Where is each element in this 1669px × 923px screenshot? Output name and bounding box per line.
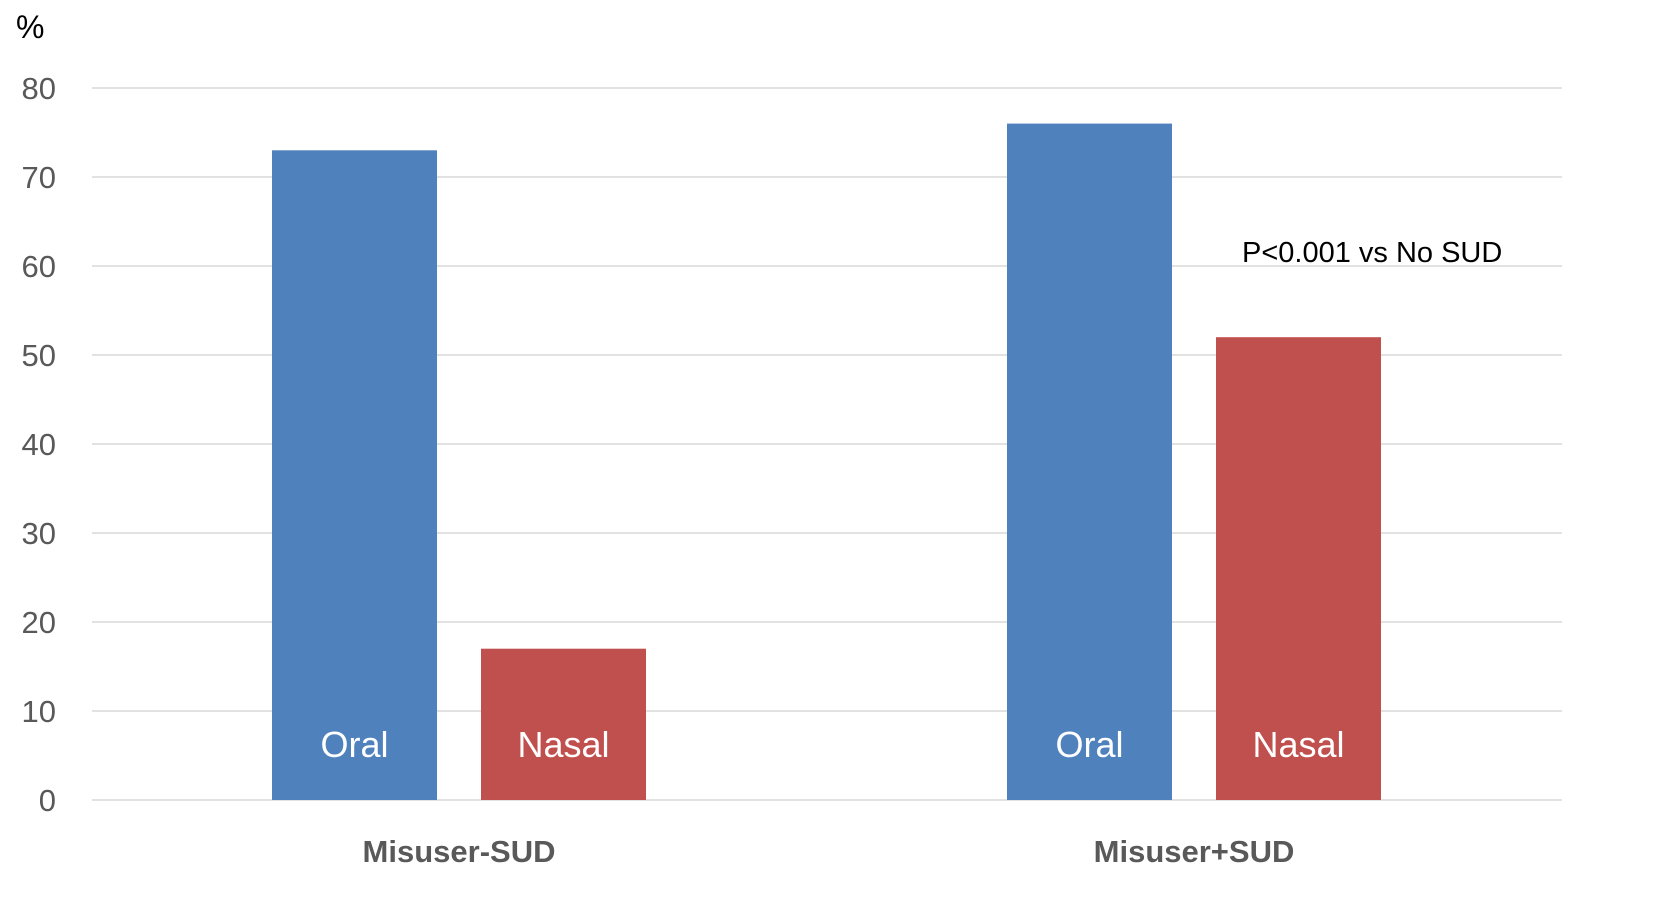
- y-tick-label: 70: [22, 160, 56, 195]
- y-axis-unit-label: %: [16, 9, 44, 45]
- y-tick-label: 30: [22, 516, 56, 551]
- bar-nasal-0: [481, 648, 646, 800]
- bar-oral-1: [1007, 123, 1172, 801]
- bar-series-label: Nasal: [517, 724, 609, 765]
- bar-series-label: Nasal: [1252, 724, 1344, 765]
- bar-series-label: Oral: [320, 724, 388, 765]
- bar-oral-0: [272, 150, 437, 801]
- y-tick-label: 80: [22, 71, 56, 106]
- y-tick-label: 10: [22, 694, 56, 729]
- y-tick-label: 0: [39, 783, 56, 818]
- category-label: Misuser-SUD: [363, 834, 556, 869]
- bar-series-label: Oral: [1055, 724, 1123, 765]
- category-label: Misuser+SUD: [1094, 834, 1295, 869]
- labels-layer: 0 10 20 30 40 50 60 70 80 Oral Nasal Misuser-SUD Ora…: [22, 71, 1503, 869]
- y-tick-label: 50: [22, 338, 56, 373]
- y-tick-label: 20: [22, 605, 56, 640]
- y-tick-label: 60: [22, 249, 56, 284]
- y-tick-label: 40: [22, 427, 56, 462]
- bar-nasal-1: [1216, 337, 1381, 800]
- bars-layer: [272, 123, 1381, 801]
- significance-annotation: P<0.001 vs No SUD: [1242, 237, 1502, 269]
